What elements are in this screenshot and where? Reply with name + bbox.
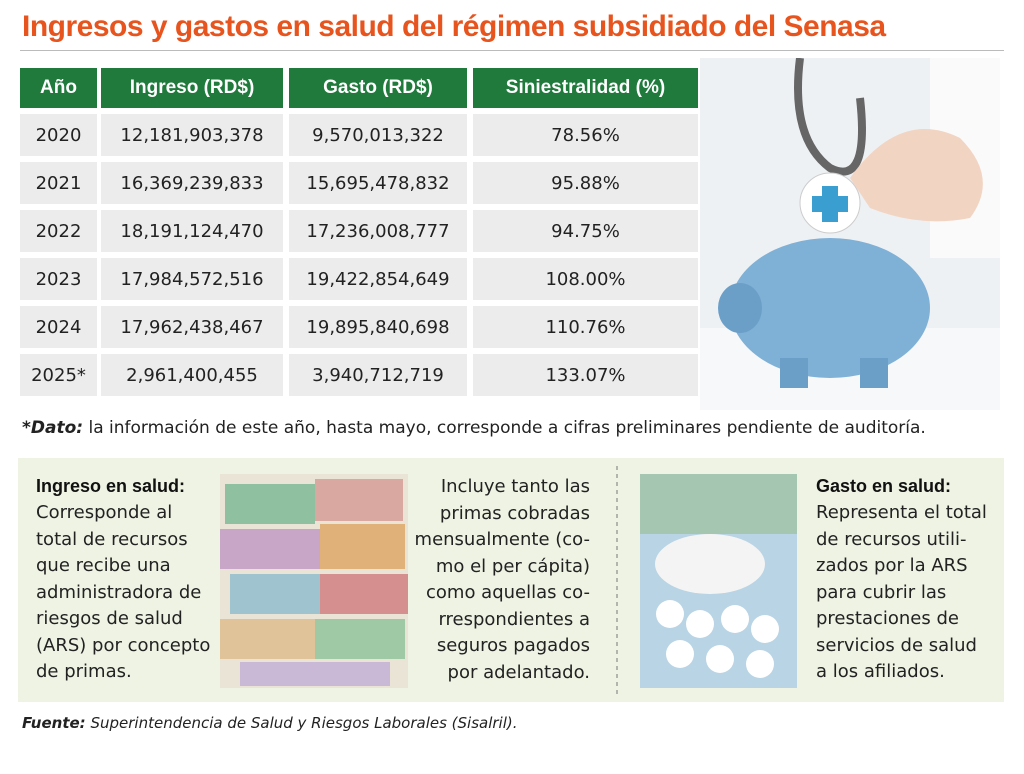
text-line: por adelantado. <box>447 661 590 683</box>
text-line: rrespondientes a <box>438 608 590 630</box>
text-line: como aquellas co- <box>426 582 590 603</box>
text-line: Corresponde al <box>36 502 173 523</box>
table-cell: 15,695,478,832 <box>289 162 467 204</box>
table-cell: 2021 <box>20 162 97 204</box>
text-line: de primas. <box>36 661 132 682</box>
table-cell: 3,940,712,719 <box>289 354 467 396</box>
text-line: Representa el total <box>816 502 987 523</box>
text-line: que recibe una <box>36 555 171 576</box>
table-cell: 2024 <box>20 306 97 348</box>
text-line: administradora de <box>36 581 202 603</box>
text-line: mo el per cápita) <box>435 555 590 577</box>
table-cell: 18,191,124,470 <box>101 210 283 252</box>
section-title: Ingreso en salud: <box>36 476 186 496</box>
table-cell: 19,422,854,649 <box>289 258 467 300</box>
text-line: riesgos de salud <box>36 608 183 629</box>
table-cell: 78.56% <box>473 114 698 156</box>
table-cell: 9,570,013,322 <box>289 114 467 156</box>
title: Ingresos y gastos en salud del régimen s… <box>22 10 886 43</box>
text-line: mensualmente (co- <box>414 529 590 550</box>
table-cell: 19,895,840,698 <box>289 306 467 348</box>
header-cell: Siniestralidad (%) <box>473 68 698 108</box>
text-line: Incluye tanto las <box>440 476 590 497</box>
text-line: de recursos utili- <box>816 528 967 550</box>
table-cell: 110.76% <box>473 306 698 348</box>
table-cell: 133.07% <box>473 354 698 396</box>
dashed-divider <box>616 466 618 694</box>
header-cell: Ingreso (RD$) <box>101 68 283 108</box>
table-cell: 17,236,008,777 <box>289 210 467 252</box>
source: Fuente: Superintendencia de Salud y Ries… <box>22 714 518 732</box>
table-cell: 2023 <box>20 258 97 300</box>
divider <box>20 50 1004 51</box>
section-title: Gasto en salud: <box>816 476 952 496</box>
footnote-label: *Dato: <box>22 418 84 438</box>
text-line: total de recursos <box>36 528 188 550</box>
info-box <box>18 458 1004 702</box>
table-cell: 95.88% <box>473 162 698 204</box>
text-line: zados por la ARS <box>816 555 968 576</box>
table-cell: 16,369,239,833 <box>101 162 283 204</box>
header-cell: Gasto (RD$) <box>289 68 467 108</box>
text-line: primas cobradas <box>439 502 590 524</box>
piggy-bank-image <box>700 58 1000 410</box>
text-line: servicios de salud <box>816 634 977 656</box>
table-cell: 17,984,572,516 <box>101 258 283 300</box>
text-line: (ARS) por concepto <box>36 634 211 656</box>
table-cell: 2020 <box>20 114 97 156</box>
footnote: *Dato: la información de este año, hasta… <box>22 418 926 438</box>
table-cell: 2,961,400,455 <box>101 354 283 396</box>
header-cell: Año <box>20 68 97 108</box>
table-cell: 2025* <box>20 354 97 396</box>
money-image <box>220 474 408 688</box>
table-cell: 12,181,903,378 <box>101 114 283 156</box>
text-line: seguros pagados <box>436 635 590 656</box>
text-line: prestaciones de <box>816 608 959 629</box>
source-text: Superintendencia de Salud y Riesgos Labo… <box>90 714 518 732</box>
table-cell: 17,962,438,467 <box>101 306 283 348</box>
text-line: para cubrir las <box>816 581 947 603</box>
table-cell: 108.00% <box>473 258 698 300</box>
source-label: Fuente: <box>22 714 86 732</box>
table-cell: 94.75% <box>473 210 698 252</box>
text-line: a los afiliados. <box>816 661 945 682</box>
pills-image <box>640 474 797 688</box>
table-cell: 2022 <box>20 210 97 252</box>
footnote-text: la información de este año, hasta mayo, … <box>88 418 926 438</box>
